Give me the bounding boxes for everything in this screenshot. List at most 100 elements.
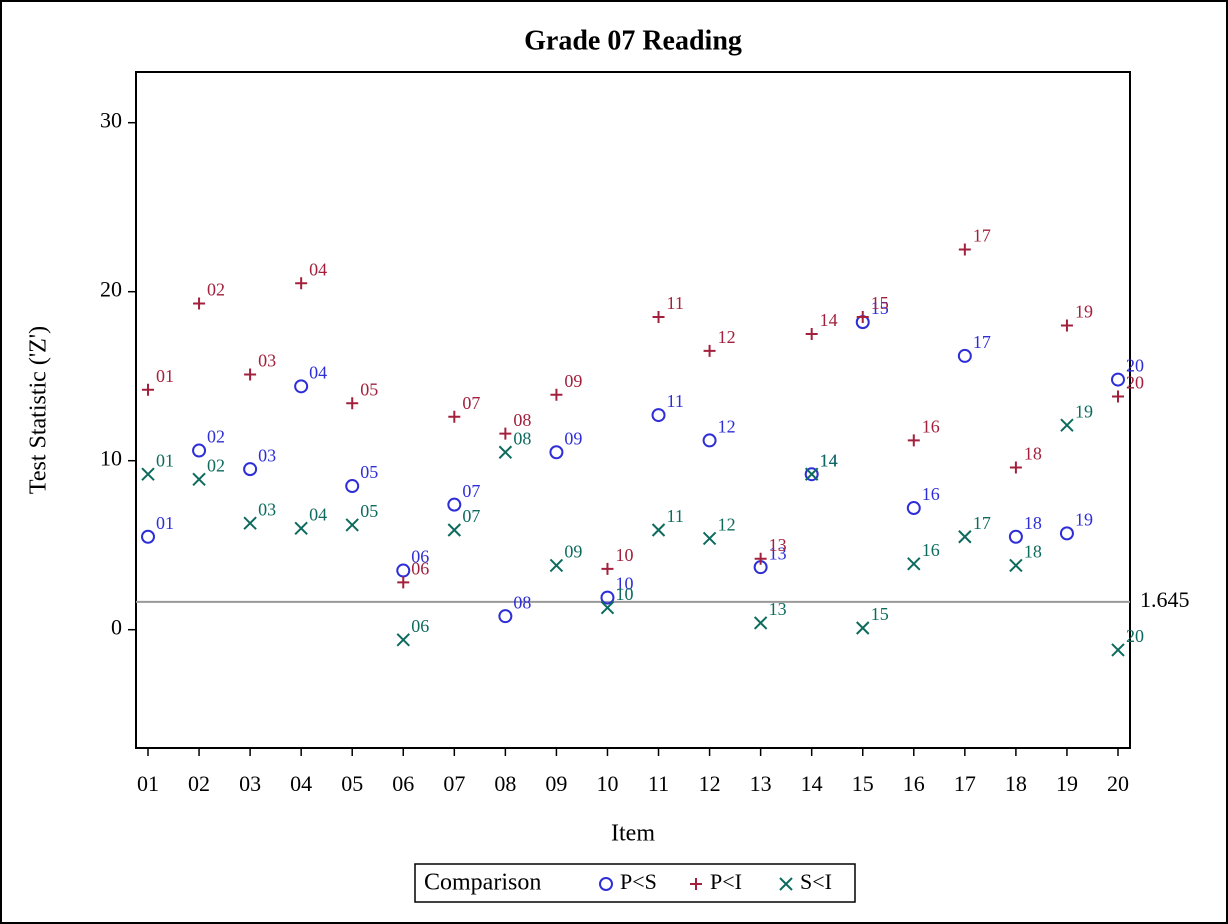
point [294, 379, 309, 394]
point-label: 05 [360, 462, 378, 482]
point-label: 18 [1024, 444, 1042, 464]
x-tick-label: 19 [1056, 771, 1078, 796]
point-label: 07 [462, 481, 480, 501]
point-label: 03 [258, 445, 276, 465]
legend-label: P<I [710, 869, 742, 894]
point-label: 20 [1126, 356, 1144, 376]
x-tick-label: 08 [494, 771, 516, 796]
point-label: 10 [615, 574, 633, 594]
point-label: 14 [820, 310, 838, 330]
point [192, 472, 206, 486]
point [243, 516, 257, 530]
point [856, 621, 870, 635]
x-tick-label: 17 [954, 771, 976, 796]
point-label: 19 [1075, 302, 1093, 322]
point-label: 10 [615, 584, 633, 604]
point-label: 10 [615, 545, 633, 565]
point [498, 445, 513, 459]
plot-area [135, 71, 1131, 749]
point [244, 368, 257, 381]
point-label: 03 [258, 499, 276, 519]
point-label: 03 [258, 351, 276, 371]
point-label: 18 [1024, 513, 1042, 533]
x-tick-label: 13 [750, 771, 772, 796]
point-label: 15 [871, 298, 889, 318]
point [397, 576, 410, 589]
point-label: 17 [973, 513, 991, 533]
point [907, 557, 921, 571]
point-label: 04 [309, 362, 327, 382]
point [1112, 390, 1124, 403]
point [906, 501, 921, 516]
x-tick-label: 11 [648, 771, 669, 796]
x-tick-label: 01 [137, 771, 159, 796]
point-label: 08 [513, 592, 531, 612]
point [549, 445, 564, 460]
point [448, 410, 461, 423]
y-tick-label: 10 [100, 446, 122, 471]
point [958, 530, 972, 544]
point-label: 08 [513, 428, 531, 448]
point-label: 12 [718, 327, 736, 347]
point-label: 02 [207, 280, 225, 300]
point [142, 383, 154, 396]
point [804, 467, 819, 481]
legend-marker [690, 878, 702, 890]
point-label: 11 [667, 506, 684, 526]
point [141, 467, 155, 481]
point-label: 09 [564, 371, 582, 391]
point-label: 06 [411, 616, 429, 636]
point-label: 16 [922, 540, 940, 560]
point-label: 18 [1024, 542, 1042, 562]
x-tick-label: 10 [596, 771, 618, 796]
point-label: 04 [309, 504, 327, 524]
point [804, 467, 819, 482]
point-label: 06 [411, 547, 429, 567]
point [243, 462, 258, 477]
point [1060, 418, 1074, 432]
x-tick-label: 20 [1107, 771, 1129, 796]
point-label: 12 [718, 515, 736, 535]
point-label: 01 [156, 513, 174, 533]
x-tick-label: 03 [239, 771, 261, 796]
point [1060, 319, 1073, 332]
point-label: 14 [820, 450, 838, 470]
legend-title: Comparison [424, 870, 541, 896]
point [651, 408, 666, 423]
point [805, 327, 818, 340]
point [1009, 558, 1023, 573]
point-label: 11 [667, 293, 684, 313]
point [651, 523, 666, 537]
point [498, 609, 513, 624]
point [652, 311, 665, 324]
point [957, 348, 972, 363]
point [141, 529, 155, 544]
point-label: 02 [207, 455, 225, 475]
point [192, 443, 207, 458]
point-label: 05 [360, 379, 378, 399]
x-tick-label: 09 [545, 771, 567, 796]
x-tick-label: 16 [903, 771, 925, 796]
x-tick-label: 18 [1005, 771, 1027, 796]
point-label: 09 [564, 428, 582, 448]
x-tick-label: 04 [290, 771, 312, 796]
x-axis-label: Item [611, 821, 655, 847]
point [295, 277, 308, 290]
point [600, 590, 615, 605]
point-label: 13 [769, 535, 787, 555]
point [1111, 372, 1125, 387]
legend-label: S<I [800, 869, 832, 894]
y-tick-label: 20 [100, 277, 122, 302]
point [600, 601, 615, 615]
point-label: 05 [360, 501, 378, 521]
point [601, 562, 614, 575]
y-tick-label: 0 [111, 615, 122, 640]
point [549, 558, 564, 573]
point-label: 01 [156, 450, 174, 470]
point [193, 297, 206, 310]
chart-title: Grade 07 Reading [524, 25, 742, 56]
point-label: 20 [1126, 373, 1144, 393]
legend-label: P<S [620, 869, 657, 894]
x-tick-label: 05 [341, 771, 363, 796]
